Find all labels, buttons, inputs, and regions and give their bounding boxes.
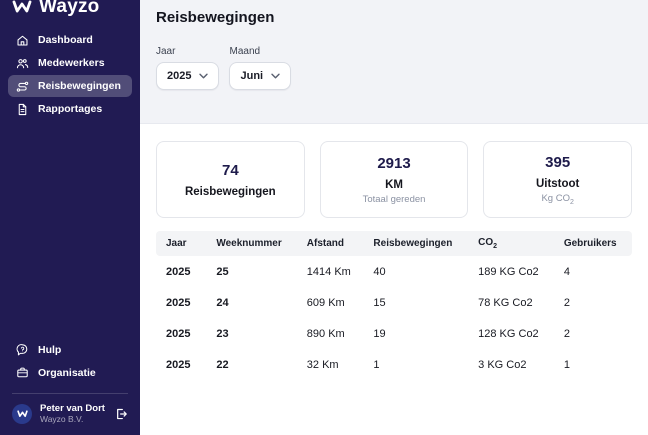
col-co2: CO2	[470, 231, 556, 256]
brand-logo: Wayzo	[0, 0, 140, 19]
table-row: 2025 25 1414 Km 40 189 KG Co2 4	[156, 256, 632, 287]
table-row: 2025 24 609 Km 15 78 KG Co2 2	[156, 287, 632, 318]
cell-co2: 3 KG Co2	[478, 358, 527, 371]
cell-gebruikers: 2	[563, 327, 570, 340]
cell-co2: 128 KG Co2	[478, 327, 539, 340]
sidebar-item-medewerkers[interactable]: Medewerkers	[8, 52, 132, 74]
logout-button[interactable]	[114, 407, 128, 421]
sidebar-nav: Dashboard Medewerkers Reisbewegingen Rap…	[0, 29, 140, 121]
col-gebruikers: Gebruikers	[555, 231, 632, 256]
stat-label: Uitstoot	[535, 177, 580, 190]
stat-value: 2913	[377, 154, 411, 172]
cell-jaar: 2025	[166, 327, 191, 340]
sidebar-item-label: Reisbewegingen	[38, 80, 121, 92]
month-filter-label: Maand	[229, 46, 261, 57]
stat-card-km: 2913 KM Totaal gereden	[319, 141, 469, 218]
sidebar-item-hulp[interactable]: Hulp	[8, 339, 132, 361]
sidebar-item-label: Hulp	[38, 343, 62, 356]
cell-reisbewegingen: 15	[373, 296, 386, 309]
col-jaar: Jaar	[156, 231, 209, 256]
cell-gebruikers: 2	[563, 296, 570, 309]
stat-label: KM	[385, 178, 403, 191]
cell-afstand: 1414 Km	[306, 265, 351, 278]
cell-co2: 189 KG Co2	[478, 265, 539, 278]
cell-jaar: 2025	[166, 296, 191, 309]
cell-reisbewegingen: 40	[373, 265, 386, 278]
col-reisbewegingen: Reisbewegingen	[365, 231, 471, 256]
year-select-value: 2025	[167, 70, 192, 82]
month-filter: Maand Juni	[229, 46, 292, 90]
table-header-row: Jaar Weeknummer Afstand Reisbewegingen C…	[156, 231, 632, 256]
main-content: Reisbewegingen Jaar 2025 Maand Juni 74	[140, 0, 648, 435]
col-afstand: Afstand	[298, 231, 366, 256]
chevron-down-icon	[199, 73, 209, 79]
stat-label: Reisbewegingen	[184, 185, 276, 198]
filters: Jaar 2025 Maand Juni	[156, 46, 632, 90]
stat-sublabel: Totaal gereden	[362, 193, 426, 205]
stat-card-reisbewegingen: 74 Reisbewegingen	[156, 141, 305, 218]
cell-co2: 78 KG Co2	[478, 296, 533, 309]
cell-gebruikers: 4	[563, 265, 570, 278]
user-company: Wayzo B.V.	[40, 414, 84, 425]
user-profile: Peter van Dort Wayzo B.V.	[0, 394, 140, 435]
stat-value: 74	[221, 161, 239, 179]
sidebar-item-reisbewegingen[interactable]: Reisbewegingen	[8, 75, 132, 97]
stat-value: 395	[545, 153, 571, 171]
cell-afstand: 609 Km	[306, 296, 345, 309]
weekly-table: Jaar Weeknummer Afstand Reisbewegingen C…	[156, 231, 632, 380]
page-title: Reisbewegingen	[156, 9, 275, 26]
cell-afstand: 32 Km	[306, 358, 339, 371]
home-icon	[17, 35, 28, 45]
month-select[interactable]: Juni	[229, 62, 292, 90]
content-area: 74 Reisbewegingen 2913 KM Totaal gereden…	[140, 124, 648, 380]
wayzo-avatar-icon	[16, 410, 28, 417]
users-icon	[16, 58, 29, 68]
cell-weeknummer: 25	[216, 265, 229, 278]
sidebar-item-label: Rapportages	[38, 103, 103, 115]
user-name: Peter van Dort	[40, 402, 105, 414]
stat-cards: 74 Reisbewegingen 2913 KM Totaal gereden…	[156, 141, 633, 218]
sidebar-item-dashboard[interactable]: Dashboard	[8, 29, 132, 51]
cell-jaar: 2025	[166, 265, 191, 278]
report-icon	[18, 103, 27, 115]
cell-afstand: 890 Km	[306, 327, 345, 340]
organization-icon	[17, 367, 28, 378]
sidebar: Wayzo Dashboard Medewerkers Reisbeweging…	[0, 0, 140, 435]
logout-icon	[117, 408, 127, 419]
year-filter-label: Jaar	[156, 46, 176, 57]
cell-reisbewegingen: 1	[373, 358, 380, 371]
cell-gebruikers: 1	[563, 358, 570, 371]
avatar	[12, 403, 32, 424]
cell-reisbewegingen: 19	[373, 327, 386, 340]
month-select-value: Juni	[240, 70, 264, 82]
cell-weeknummer: 22	[216, 358, 229, 371]
cell-weeknummer: 24	[216, 296, 229, 309]
user-text: Peter van Dort Wayzo B.V.	[40, 403, 105, 426]
sidebar-item-label: Organisatie	[38, 366, 96, 379]
sidebar-item-organisatie[interactable]: Organisatie	[8, 362, 132, 384]
sidebar-item-rapportages[interactable]: Rapportages	[8, 98, 132, 120]
wayzo-logo-icon	[12, 0, 32, 13]
year-select[interactable]: 2025	[156, 62, 220, 90]
year-filter: Jaar 2025	[156, 46, 220, 90]
sidebar-item-label: Dashboard	[38, 34, 93, 46]
col-weeknummer: Weeknummer	[208, 231, 299, 256]
stat-card-uitstoot: 395 Uitstoot Kg CO2	[483, 141, 633, 218]
sidebar-bottom: Hulp Organisatie	[0, 339, 140, 394]
page-header: Reisbewegingen Jaar 2025 Maand Juni	[140, 0, 648, 124]
table-row: 2025 23 890 Km 19 128 KG Co2 2	[156, 318, 632, 349]
sidebar-item-label: Medewerkers	[38, 57, 105, 69]
cell-jaar: 2025	[166, 358, 191, 371]
sidebar-divider	[12, 392, 128, 394]
chevron-down-icon	[271, 73, 280, 79]
route-icon	[16, 81, 29, 92]
stat-sublabel: Kg CO2	[541, 192, 574, 206]
help-icon	[16, 344, 28, 356]
cell-weeknummer: 23	[216, 327, 229, 340]
brand-name: Wayzo	[39, 0, 100, 17]
table-row: 2025 22 32 Km 1 3 KG Co2 1	[156, 349, 632, 380]
